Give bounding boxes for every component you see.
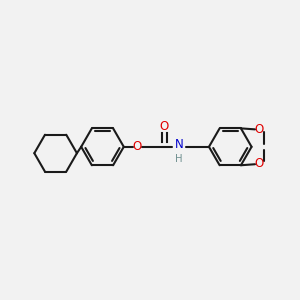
Text: N: N <box>175 138 184 151</box>
Text: H: H <box>176 154 183 164</box>
Text: O: O <box>254 157 264 170</box>
Text: O: O <box>254 123 264 136</box>
Text: O: O <box>132 140 141 153</box>
Text: O: O <box>160 120 169 133</box>
